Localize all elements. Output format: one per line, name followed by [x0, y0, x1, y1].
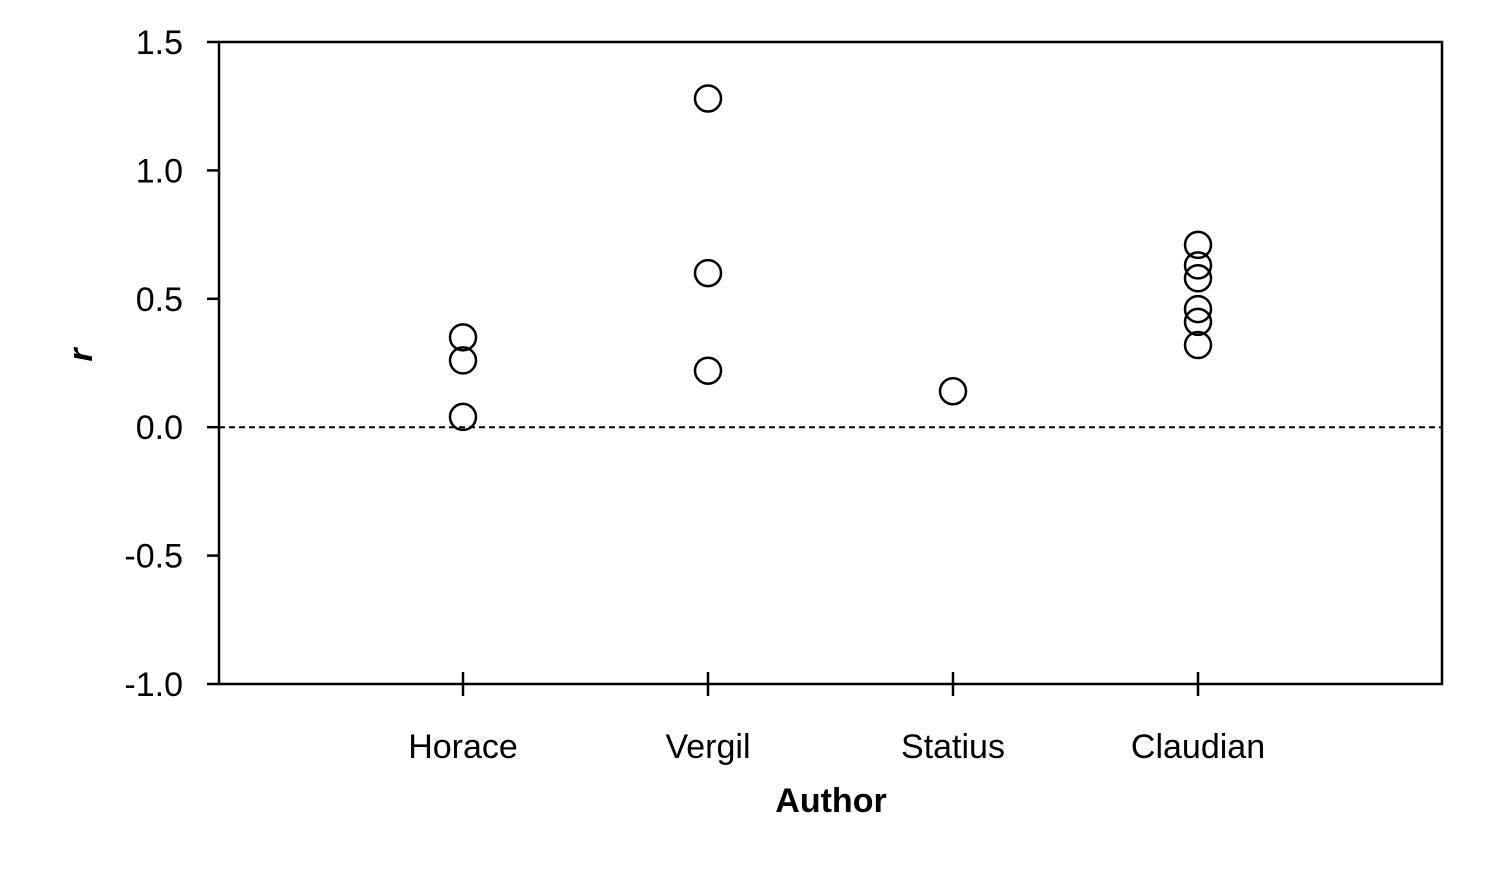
data-point: [693, 356, 723, 385]
data-point: [448, 346, 478, 375]
y-tick-label: 0.5: [136, 281, 183, 319]
y-tick-label: -0.5: [124, 538, 183, 576]
y-tick-label: 1.5: [136, 24, 183, 62]
data-point: [1183, 330, 1213, 360]
y-tick-label: 1.0: [136, 152, 183, 190]
data-point: [1183, 307, 1213, 337]
x-tick-label: Statius: [901, 728, 1005, 766]
y-axis-title: r: [62, 347, 100, 362]
data-point: [693, 258, 723, 288]
data-point: [938, 376, 968, 406]
x-tick-label: Claudian: [1131, 728, 1265, 766]
data-point: [693, 84, 723, 113]
plot-frame: [217, 40, 1444, 686]
data-point: [1183, 230, 1213, 260]
data-point: [448, 402, 478, 432]
data-point: [448, 323, 478, 352]
y-axis: -1.0 -0.5 0.0 0.5 1.0 1.5: [124, 24, 219, 704]
x-tick-label: Horace: [408, 728, 518, 766]
x-axis: Horace Vergil Statius Claudian: [408, 672, 1265, 766]
data-points: [448, 84, 1213, 432]
x-tick-label: Vergil: [665, 728, 750, 766]
y-tick-label: -1.0: [124, 666, 183, 704]
data-point: [1183, 264, 1213, 293]
data-point: [1183, 294, 1213, 324]
y-tick-label: 0.0: [136, 409, 183, 447]
x-axis-title: Author: [775, 782, 886, 820]
data-point: [1183, 251, 1213, 280]
